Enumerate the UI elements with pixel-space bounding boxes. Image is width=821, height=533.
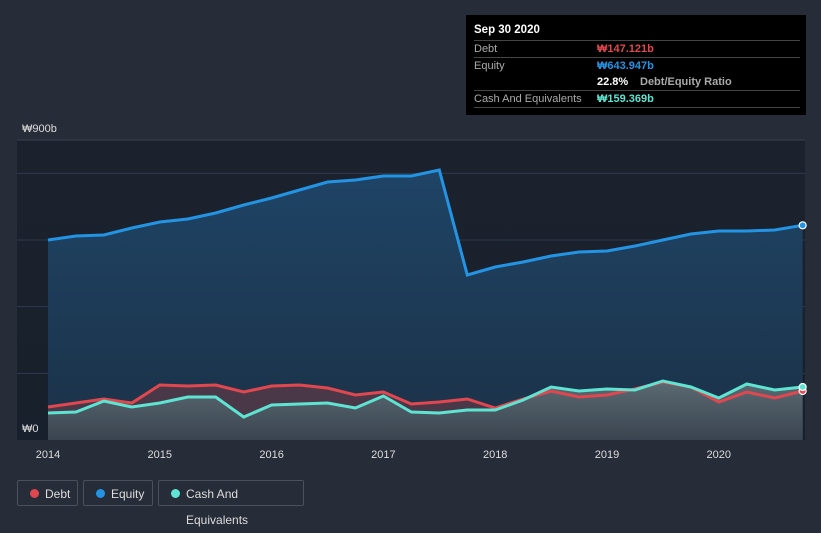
equity-line — [47, 168, 803, 277]
equity-area — [48, 170, 803, 440]
tooltip-debt-row: Debt ₩147.121b — [474, 40, 800, 58]
tooltip-cash-value: ₩159.369b — [597, 93, 654, 105]
y-label-bottom: ₩0 — [22, 423, 39, 435]
tooltip-cash-label: Cash And Equivalents — [474, 93, 582, 105]
x-tick-label: 2019 — [595, 449, 619, 461]
tooltip-cash-row: Cash And Equivalents ₩159.369b — [474, 90, 800, 108]
legend-cash-label: Cash And Equivalents — [186, 487, 249, 527]
legend-debt-label: Debt — [45, 487, 71, 501]
tooltip-ratio-value: 22.8% — [597, 76, 629, 88]
equity-end-marker — [798, 221, 807, 230]
tooltip-equity-row: Equity ₩643.947b 22.8% Debt/Equity Ratio — [474, 57, 800, 91]
tooltip-date: Sep 30 2020 — [474, 24, 540, 36]
cash-and-equivalents-end-marker — [798, 382, 807, 392]
legend-equity[interactable]: Equity — [83, 480, 153, 506]
x-tick-label: 2014 — [36, 449, 60, 461]
tooltip: Sep 30 2020 Debt ₩147.121b Equity ₩643.9… — [466, 15, 806, 115]
cash-and-equivalents-area — [48, 381, 803, 440]
y-label-top: ₩900b — [22, 123, 57, 135]
tooltip-divider — [474, 107, 800, 108]
cash-dot-icon — [171, 489, 180, 498]
equity-dot-icon — [96, 489, 105, 498]
legend-cash[interactable]: Cash And Equivalents — [158, 480, 304, 527]
x-tick-label: 2017 — [371, 449, 395, 461]
legend-debt[interactable]: Debt — [17, 480, 78, 506]
cash-and-equivalents-line — [47, 379, 803, 419]
tooltip-ratio-label: Debt/Equity Ratio — [640, 76, 732, 88]
x-tick-label: 2016 — [259, 449, 283, 461]
x-tick-label: 2018 — [483, 449, 507, 461]
tooltip-equity-value: ₩643.947b — [597, 60, 654, 72]
x-tick-label: 2020 — [707, 449, 731, 461]
tooltip-equity-label: Equity — [474, 60, 505, 72]
tooltip-debt-value: ₩147.121b — [597, 43, 654, 55]
x-tick-label: 2015 — [148, 449, 172, 461]
tooltip-debt-label: Debt — [474, 43, 498, 55]
legend-equity-label: Equity — [111, 487, 145, 501]
debt-dot-icon — [30, 489, 39, 498]
